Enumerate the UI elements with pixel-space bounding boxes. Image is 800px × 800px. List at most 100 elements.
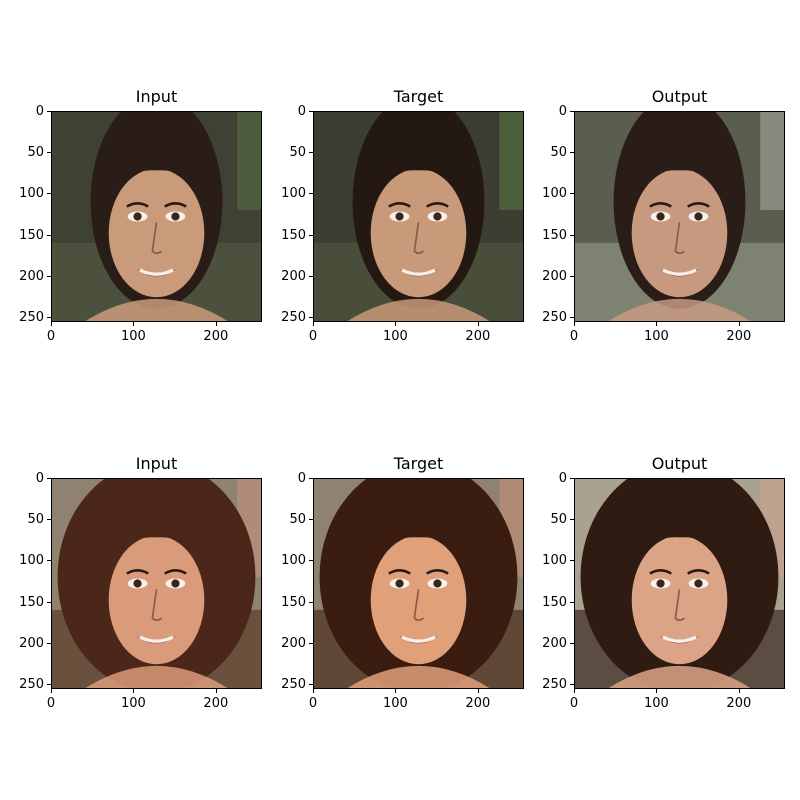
y-tick-label: 100: [542, 553, 567, 569]
x-tick-label: 100: [644, 329, 669, 344]
face-image-svg: [51, 478, 262, 689]
y-tick-label: 200: [281, 635, 306, 651]
x-tick-mark: [51, 322, 52, 326]
x-tick-label: 0: [569, 329, 579, 344]
x-tick-mark: [477, 322, 479, 326]
y-tick-label: 0: [297, 471, 306, 486]
x-tick-label: 200: [726, 696, 752, 711]
face-image: [313, 478, 524, 689]
y-tick-label: 250: [542, 310, 567, 326]
x-tick-mark: [656, 689, 658, 693]
y-tick-label: 50: [289, 145, 306, 161]
x-tick-mark: [738, 689, 740, 693]
y-tick-label: 250: [281, 677, 306, 693]
y-tick-label: 150: [542, 594, 567, 610]
x-tick-label: 0: [308, 329, 318, 344]
y-tick-mark: [309, 560, 313, 562]
y-tick-mark: [47, 317, 51, 319]
y-tick-mark: [309, 111, 313, 112]
face-image: [313, 111, 524, 322]
y-tick-mark: [47, 234, 51, 236]
face-image-svg: [51, 111, 262, 322]
y-tick-mark: [309, 234, 313, 236]
axes-frame: [51, 478, 262, 689]
x-tick-label: 0: [46, 329, 56, 344]
axes-frame: [51, 111, 262, 322]
y-tick-mark: [570, 601, 574, 603]
y-tick-mark: [309, 317, 313, 319]
y-tick-mark: [47, 193, 51, 195]
y-tick-mark: [47, 111, 51, 112]
y-tick-mark: [570, 519, 574, 521]
axes-frame: [313, 478, 524, 689]
x-tick-mark: [395, 689, 397, 693]
panel-title: Input: [135, 87, 178, 106]
x-tick-mark: [133, 322, 135, 326]
y-tick-label: 0: [558, 104, 567, 119]
y-tick-mark: [570, 317, 574, 319]
y-tick-mark: [570, 193, 574, 195]
x-tick-mark: [656, 322, 658, 326]
y-tick-label: 150: [19, 594, 44, 610]
y-tick-label: 100: [281, 186, 306, 202]
x-tick-label: 200: [203, 696, 229, 711]
panel-title: Input: [135, 454, 178, 473]
x-tick-label: 100: [121, 696, 146, 711]
y-tick-mark: [309, 478, 313, 479]
y-tick-label: 100: [19, 553, 44, 569]
y-tick-mark: [309, 152, 313, 154]
x-tick-label: 200: [726, 329, 752, 344]
x-tick-mark: [215, 689, 217, 693]
face-image: [574, 478, 785, 689]
y-tick-label: 50: [550, 145, 567, 161]
y-tick-label: 0: [35, 471, 44, 486]
y-tick-mark: [570, 152, 574, 154]
y-tick-label: 50: [289, 512, 306, 528]
face-image-svg: [313, 478, 524, 689]
y-tick-label: 250: [19, 677, 44, 693]
axes-frame: [313, 111, 524, 322]
y-tick-label: 0: [558, 471, 567, 486]
y-tick-label: 250: [542, 677, 567, 693]
x-tick-mark: [51, 689, 52, 693]
y-tick-mark: [309, 601, 313, 603]
axes-frame: [574, 478, 785, 689]
y-tick-label: 150: [19, 227, 44, 243]
y-tick-mark: [570, 684, 574, 686]
face-image-svg: [313, 111, 524, 322]
y-tick-label: 200: [542, 268, 567, 284]
y-tick-label: 150: [281, 594, 306, 610]
y-tick-mark: [570, 478, 574, 479]
face-image: [574, 111, 785, 322]
y-tick-label: 0: [35, 104, 44, 119]
x-tick-mark: [215, 322, 217, 326]
y-tick-label: 150: [542, 227, 567, 243]
y-tick-mark: [309, 275, 313, 277]
x-tick-mark: [574, 322, 575, 326]
x-tick-label: 100: [383, 329, 408, 344]
y-tick-label: 50: [27, 512, 44, 528]
y-tick-mark: [47, 152, 51, 154]
y-tick-mark: [47, 478, 51, 479]
x-tick-mark: [313, 322, 314, 326]
y-tick-mark: [309, 193, 313, 195]
panel-title: Output: [651, 87, 708, 106]
y-tick-label: 100: [19, 186, 44, 202]
y-tick-mark: [47, 519, 51, 521]
y-tick-mark: [47, 601, 51, 603]
x-tick-mark: [133, 689, 135, 693]
x-tick-mark: [574, 689, 575, 693]
x-tick-label: 0: [46, 696, 56, 711]
y-tick-label: 200: [19, 268, 44, 284]
x-tick-label: 200: [465, 329, 491, 344]
x-tick-label: 200: [203, 329, 229, 344]
y-tick-label: 250: [281, 310, 306, 326]
y-tick-mark: [47, 642, 51, 644]
y-tick-mark: [570, 560, 574, 562]
face-image-svg: [574, 111, 785, 322]
y-tick-label: 200: [281, 268, 306, 284]
x-tick-label: 0: [569, 696, 579, 711]
y-tick-mark: [309, 684, 313, 686]
x-tick-label: 100: [383, 696, 408, 711]
panel-title: Output: [651, 454, 708, 473]
